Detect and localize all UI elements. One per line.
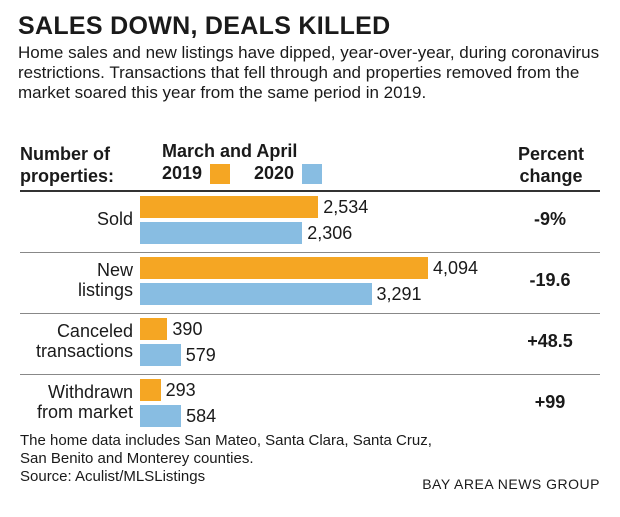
bar-2019-withdrawn-from-market	[140, 379, 161, 401]
percent-change-sold: -9%	[533, 209, 566, 229]
legend-2020: 2020	[254, 163, 323, 184]
value-label-2020-new-listings: 3,291	[376, 284, 422, 304]
bar-2020-canceled-transactions	[140, 344, 181, 366]
percent-change-withdrawn-from-market: +99	[534, 392, 566, 412]
bar-2020-sold	[140, 222, 303, 244]
category-label-new-listings-line1: New	[96, 260, 133, 280]
category-label-sold-line1: Sold	[96, 209, 133, 229]
value-label-2019-canceled-transactions: 390	[172, 319, 203, 339]
value-label-2020-withdrawn-from-market: 584	[186, 406, 217, 426]
category-label-withdrawn-from-market-line1: Withdrawn	[47, 382, 133, 402]
category-label-withdrawn-from-market-line2: from market	[36, 402, 133, 422]
legend-2020-label: 2020	[254, 163, 295, 183]
footnote-line1: The home data includes San Mateo, Santa …	[20, 432, 432, 449]
legend-2019-swatch	[210, 163, 231, 184]
value-label-2020-canceled-transactions: 579	[185, 345, 216, 365]
header-rule	[20, 190, 600, 192]
period-header: March and April	[162, 141, 298, 161]
group-divider-3	[20, 374, 600, 375]
percent-change-canceled-transactions: +48.5	[527, 331, 573, 351]
legend-2019: 2019	[162, 163, 231, 184]
properties-header-line1: Number of	[20, 144, 110, 164]
category-label-canceled-transactions-line1: Canceled	[56, 321, 133, 341]
legend-2019-label: 2019	[162, 163, 203, 183]
footnote: The home data includes San Mateo, Santa …	[20, 432, 432, 486]
bar-2019-new-listings	[140, 257, 428, 279]
legend-2020-swatch	[302, 163, 323, 184]
properties-header: Number of properties:	[20, 143, 114, 187]
chart-title: SALES DOWN, DEALS KILLED	[18, 12, 391, 40]
percent-change-header-line2: change	[519, 166, 583, 186]
credit: BAY AREA NEWS GROUP	[422, 476, 600, 492]
category-label-canceled-transactions-line2: transactions	[35, 341, 133, 361]
percent-change-new-listings: -19.6	[529, 270, 571, 290]
value-label-2019-withdrawn-from-market: 293	[165, 380, 196, 400]
category-label-canceled-transactions: Canceled transactions	[18, 321, 133, 361]
source: Source: Aculist/MLSListings	[20, 468, 206, 485]
category-label-new-listings-line2: listings	[77, 280, 133, 300]
bar-2019-sold	[140, 196, 319, 218]
category-label-withdrawn-from-market: Withdrawn from market	[18, 382, 133, 422]
percent-change-header-line1: Percent	[517, 144, 585, 164]
value-label-2019-new-listings: 4,094	[433, 258, 479, 278]
category-label-new-listings: New listings	[18, 260, 133, 300]
chart-subtitle: Home sales and new listings have dipped,…	[18, 43, 600, 102]
value-label-2020-sold: 2,306	[307, 223, 353, 243]
footnote-line2: San Benito and Monterey counties.	[20, 450, 254, 467]
value-label-2019-sold: 2,534	[323, 197, 369, 217]
bar-2019-canceled-transactions	[140, 318, 168, 340]
properties-header-line2: properties:	[20, 166, 115, 186]
category-label-sold: Sold	[18, 209, 133, 229]
group-divider-2	[20, 313, 600, 314]
bar-2020-withdrawn-from-market	[140, 405, 182, 427]
bar-2020-new-listings	[140, 283, 372, 305]
group-divider-1	[20, 252, 600, 253]
percent-change-header: Percent change	[512, 143, 590, 187]
